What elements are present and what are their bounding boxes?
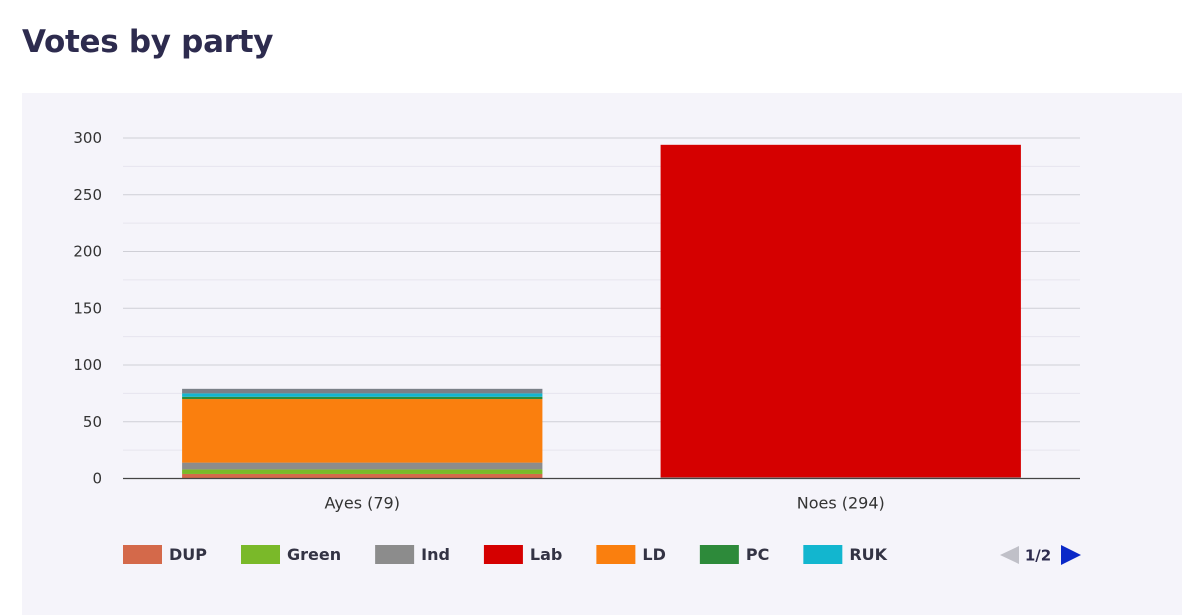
legend: DUP Green Ind Lab LD PC RUK: [123, 545, 888, 564]
legend-item-ld[interactable]: LD: [596, 545, 666, 564]
bar-segment-dup[interactable]: [182, 473, 543, 479]
y-axis-ticks: 0 50 100 150 200 250 300: [73, 129, 102, 488]
bar-segment-pc[interactable]: [182, 396, 543, 400]
bar-segment-ld[interactable]: [182, 399, 543, 463]
legend-item-lab[interactable]: Lab: [483, 545, 562, 564]
legend-label: Green: [287, 545, 341, 564]
y-tick-label: 150: [73, 299, 102, 317]
bar-segment-other[interactable]: [182, 388, 543, 394]
legend-item-ruk[interactable]: RUK: [803, 545, 888, 564]
legend-swatch: [375, 545, 415, 564]
legend-label: LD: [642, 545, 665, 564]
bars: [182, 144, 1021, 479]
y-tick-label: 100: [73, 356, 102, 374]
legend-swatch: [241, 545, 280, 564]
legend-item-pc[interactable]: PC: [699, 545, 769, 564]
legend-page-indicator: 1/2: [1025, 547, 1051, 565]
x-axis-categories: Ayes (79) Noes (294): [325, 494, 885, 513]
legend-label: PC: [746, 545, 769, 564]
bar-segment-ruk[interactable]: [182, 393, 543, 397]
legend-item-dup[interactable]: DUP: [123, 545, 207, 564]
legend-label: Lab: [530, 545, 562, 564]
triangle-left-icon[interactable]: [1000, 546, 1019, 564]
legend-item-ind[interactable]: Ind: [375, 545, 450, 564]
legend-item-green[interactable]: Green: [241, 545, 341, 564]
bar-segment-green[interactable]: [182, 469, 543, 474]
legend-swatch: [699, 545, 739, 564]
legend-label: DUP: [169, 545, 207, 564]
votes-chart: 0 50 100 150 200 250 300 Ayes (79) Noes (294) D…: [73, 129, 1081, 565]
y-tick-label: 50: [83, 413, 102, 431]
legend-swatch: [596, 545, 636, 564]
legend-label: Ind: [421, 545, 450, 564]
bar-segment-lab[interactable]: [660, 144, 1021, 478]
y-tick-label: 200: [73, 243, 102, 261]
chart-panel: 0 50 100 150 200 250 300 Ayes (79) Noes (294) D…: [22, 93, 1182, 615]
y-tick-label: 0: [92, 470, 102, 488]
legend-swatch: [803, 545, 843, 564]
legend-pager: 1/2: [1000, 545, 1081, 565]
y-tick-label: 300: [73, 129, 102, 147]
legend-label: RUK: [849, 545, 887, 564]
legend-swatch: [483, 545, 523, 564]
page-title: Votes by party: [22, 24, 274, 60]
y-tick-label: 250: [73, 186, 102, 204]
x-category-label: Ayes (79): [325, 494, 400, 513]
triangle-right-icon[interactable]: [1061, 545, 1081, 565]
x-category-label: Noes (294): [797, 494, 885, 513]
legend-swatch: [123, 545, 162, 564]
bar-segment-ind[interactable]: [182, 462, 543, 470]
